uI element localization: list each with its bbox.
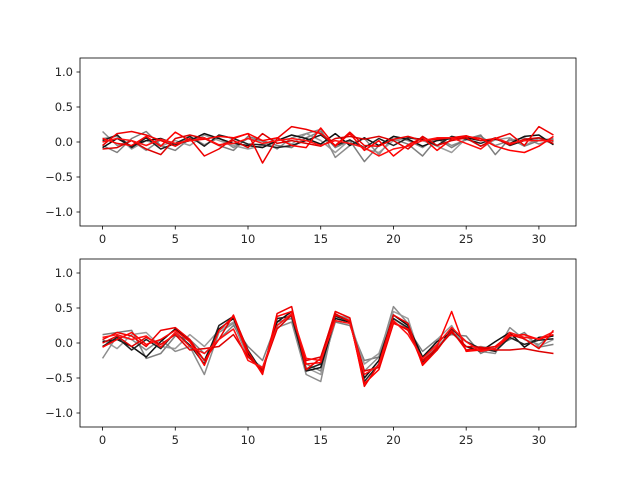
y-tick-label: 1.0: [55, 266, 73, 280]
y-tick-label: −0.5: [45, 371, 73, 385]
y-tick-label: 0.5: [55, 301, 73, 315]
ticks-top: 0 5 10 15 20 25 30 −1.0 −0.5 0.0 0.5 1.0: [45, 65, 546, 246]
x-tick-label: 15: [313, 433, 328, 447]
x-tick-label: 5: [172, 232, 179, 246]
x-tick-label: 30: [532, 232, 547, 246]
series-line-top-7: [102, 127, 554, 157]
x-tick-label: 5: [172, 433, 179, 447]
x-tick-label: 0: [99, 232, 106, 246]
x-tick-label: 30: [532, 433, 547, 447]
y-tick-label: −1.0: [45, 406, 73, 420]
ticks-bottom: 0 5 10 15 20 25 30 −1.0 −0.5 0.0 0.5 1.0: [45, 266, 546, 447]
y-tick-label: 0.0: [55, 135, 73, 149]
series-line-bottom-9: [102, 312, 554, 376]
x-tick-label: 20: [386, 433, 401, 447]
x-tick-label: 10: [241, 232, 256, 246]
x-tick-label: 25: [459, 433, 474, 447]
series-line-bottom-8: [102, 312, 554, 372]
y-tick-label: 1.0: [55, 65, 73, 79]
series-line-top-6: [102, 125, 554, 164]
x-tick-label: 15: [313, 232, 328, 246]
series-line-top-9: [102, 137, 554, 157]
y-tick-label: 0.5: [55, 100, 73, 114]
subplot-bottom: 0 5 10 15 20 25 30 −1.0 −0.5 0.0 0.5 1.0: [45, 258, 577, 447]
x-tick-label: 20: [386, 232, 401, 246]
lines-top: [102, 125, 554, 164]
x-tick-label: 0: [99, 433, 106, 447]
x-tick-label: 25: [459, 232, 474, 246]
y-tick-label: 0.0: [55, 336, 73, 350]
axes-frame-top: [79, 57, 577, 227]
lines-bottom: [101, 305, 555, 388]
subplot-top: 0 5 10 15 20 25 30 −1.0 −0.5 0.0 0.5 1.0: [45, 57, 577, 246]
y-tick-label: −0.5: [45, 170, 73, 184]
axes-frame-bottom: [79, 258, 577, 428]
x-tick-label: 10: [241, 433, 256, 447]
y-tick-label: −1.0: [45, 205, 73, 219]
